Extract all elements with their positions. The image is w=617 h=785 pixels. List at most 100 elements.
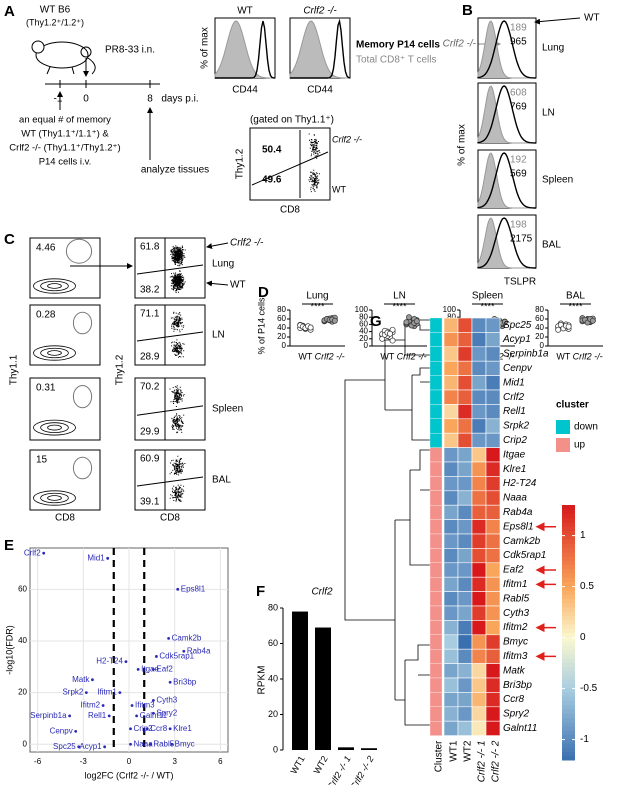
gene-label: Eaf2 [156,664,173,673]
x-tick-label: 3 [172,757,177,766]
wt: 965 [510,37,527,48]
heatmap-cell [485,620,501,636]
cluster-cell [429,519,443,535]
colorbar-label: -0.5 [580,683,598,694]
cluster-cell [429,721,443,736]
heatmap-cell [485,562,501,578]
cluster-cell [429,663,443,679]
plot-frame [29,377,101,441]
heatmap-cell [457,634,473,650]
gene-label: Bri3bp [173,677,197,686]
timeline [45,58,160,160]
cluster-cell [429,706,443,722]
heatmap-cell [443,648,459,664]
legend: Total CD8⁺ T cells [356,55,437,66]
gene-label: Cyth3 [156,695,177,704]
gene-point [84,691,88,695]
cluster-cell [429,620,443,635]
gene-label: Ifitm1 [97,688,117,697]
y-tick-label: 80 [268,602,278,612]
panel-label: D [258,284,269,301]
heatmap-cell [457,648,473,664]
colorbar-step [562,653,575,659]
colorbar-label: 1 [580,530,586,541]
dot-ylabel: Thy1.2 [235,148,246,179]
tissue: Lung [542,43,564,54]
flow-dots [169,455,186,502]
colorbar-step [562,590,575,595]
tissue: Spleen [472,291,503,302]
colorbar-step [562,675,575,680]
heatmap-cell [443,620,459,636]
heatmap-cell [485,346,501,362]
heatmap-cell [457,476,473,492]
heatmap-cell [471,548,487,564]
gene-label: Camk2b [172,633,202,642]
heatmap-cell [443,605,459,621]
cluster-cell [429,317,443,333]
heatmap-cell [471,490,487,506]
plot-frame [134,449,206,511]
heatmap-cell [485,360,501,376]
heatmap-cell [471,706,487,722]
heatmap-cell [471,476,487,492]
gene-label: Acyp1 [502,334,531,345]
cluster-cell [429,505,443,520]
gene-point [118,691,122,695]
colorbar-step [562,517,575,523]
gene-label: Spry2 [156,708,177,717]
heatmap-cell [457,346,473,362]
heatmap-cell [485,548,501,564]
heatmap-cell [443,720,459,736]
legend: WT [584,13,600,24]
gene-label: Camk2b [503,536,541,547]
xlabels: CD8 [55,513,75,524]
heatmap-cell [457,720,473,736]
data-point [555,326,562,333]
histogram-p14 [215,20,276,79]
panel-label: B [462,2,473,19]
title: Crlf2 [311,587,333,598]
heatmap-cell [457,490,473,506]
heatmap-cell [485,317,501,333]
data-point [387,330,393,337]
heatmap-cell [485,447,501,463]
ylabel: RPKM [257,666,268,695]
gene-label: Rab4a [187,646,211,655]
left: 0.31 [36,383,56,394]
gate [72,456,93,480]
y-tick-label: 20 [18,688,27,697]
gene-label: Crlf2 [503,392,525,403]
analyze: analyze tissues [141,165,209,176]
column-label: Crlf2 -/- 2 [491,740,502,782]
y-tick-label: 40 [18,636,27,645]
contour [40,280,69,292]
heatmap-cell [471,432,487,448]
colorbar-step [562,611,575,616]
tissue: BAL [566,291,585,302]
gene-label: Mid1 [87,553,105,562]
cluster-cell [429,404,443,419]
tissues: LN [212,330,225,341]
heatmap-cell [457,504,473,520]
mouse-sub: (Thy1.2⁺/1.2⁺) [26,17,84,27]
heatmap-cell [443,533,459,549]
transfer: P14 cells i.v. [39,157,92,168]
heatmap-cell [443,692,459,708]
gene-label: Srpk2 [503,421,530,432]
legend-swatch [556,420,570,434]
y-tick-label: 80 [447,312,456,321]
legend: Crlf2 -/- [443,39,477,50]
y-tick-label: 0 [282,341,287,350]
panel-label: F [256,583,265,600]
gate [72,311,93,335]
contour [47,283,62,289]
colorbar-step [562,738,575,744]
gene-point [74,729,78,733]
gate-names: WT [332,184,346,194]
cluster-cell [429,361,443,376]
heatmap-cell [485,476,501,492]
colorbar-step [562,526,575,531]
contour [40,422,69,433]
colorbar-step [562,658,575,663]
